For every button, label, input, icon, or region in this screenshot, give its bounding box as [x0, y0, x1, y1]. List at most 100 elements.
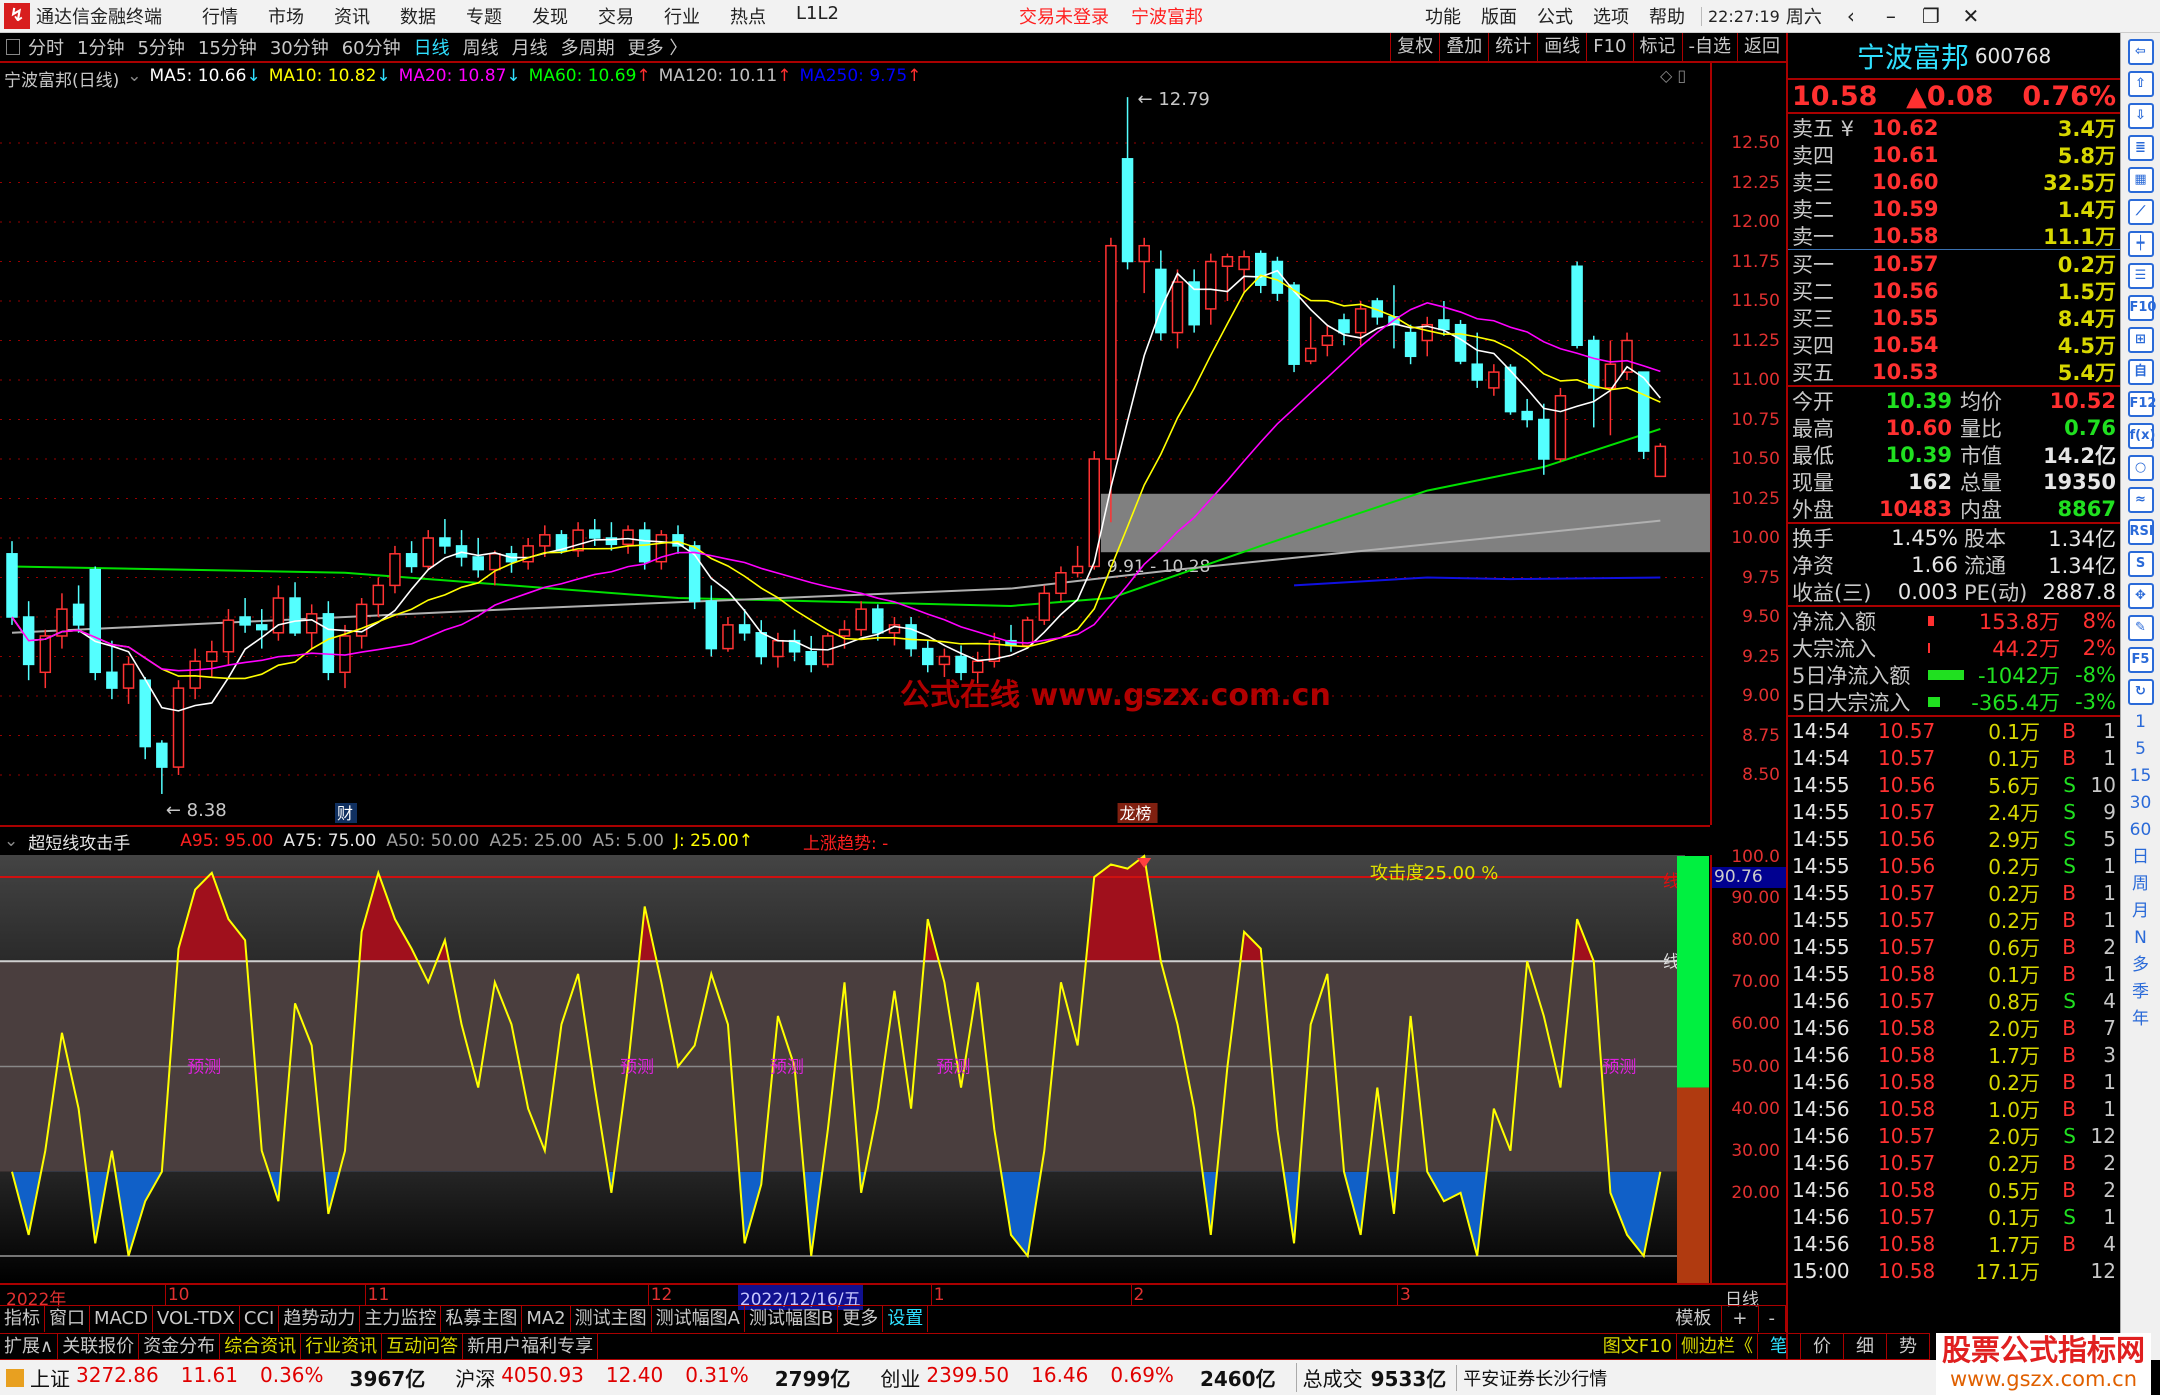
- period-tab-3[interactable]: 15分钟: [197, 38, 257, 59]
- indicator-tab[interactable]: VOL-TDX: [153, 1306, 240, 1332]
- period-tab-0[interactable]: 分时: [28, 38, 64, 59]
- move-icon[interactable]: ✥: [2127, 583, 2154, 609]
- right-menu-3[interactable]: 选项: [1592, 7, 1629, 28]
- --icon[interactable]: 自: [2127, 359, 2154, 385]
- indicator-tab[interactable]: 指标: [0, 1306, 45, 1332]
- action-button-1[interactable]: 叠加: [1439, 33, 1488, 61]
- sidebar-period[interactable]: 60: [2129, 820, 2152, 840]
- sidebar-period[interactable]: 月: [2132, 901, 2149, 921]
- indicator-tab[interactable]: 趋势动力: [279, 1306, 361, 1332]
- minimize-icon[interactable]: –: [1885, 4, 1896, 28]
- extension-tab[interactable]: 扩展∧: [0, 1334, 59, 1359]
- action-button-6[interactable]: -自选: [1681, 33, 1738, 61]
- close-icon[interactable]: ✕: [1962, 4, 1980, 28]
- sidebar-period[interactable]: N: [2134, 928, 2147, 948]
- right-menu-0[interactable]: 功能: [1424, 7, 1461, 28]
- rsi-icon[interactable]: RSI: [2127, 519, 2154, 545]
- restore-icon[interactable]: ❐: [1921, 4, 1940, 28]
- f5-icon[interactable]: F5: [2127, 647, 2154, 673]
- menu-3[interactable]: 数据: [400, 7, 436, 28]
- menu-1[interactable]: 市场: [268, 7, 304, 28]
- grid-icon[interactable]: ▦: [2127, 167, 2154, 193]
- indicator-tab[interactable]: 主力监控: [360, 1306, 442, 1332]
- extension-tab[interactable]: 关联报价: [58, 1334, 140, 1359]
- diamond-icon[interactable]: ◇ ▯: [1660, 66, 1687, 85]
- login-status[interactable]: 交易未登录: [1018, 7, 1109, 28]
- period-tab-10[interactable]: 更多 〉: [627, 38, 688, 59]
- sidebar-period[interactable]: 1: [2135, 712, 2146, 732]
- indicator-tab[interactable]: MA2: [522, 1306, 571, 1332]
- f10-icon[interactable]: F10: [2127, 295, 2156, 321]
- extension-tab[interactable]: 资金分布: [139, 1334, 221, 1359]
- sidebar-period[interactable]: 日: [2132, 847, 2149, 867]
- action-button-4[interactable]: F10: [1586, 33, 1632, 61]
- side-tab[interactable]: 图文F10: [1599, 1334, 1677, 1359]
- refresh-icon[interactable]: ↻: [2127, 679, 2154, 705]
- price-chart[interactable]: 9.91 - 10.28← 12.79← 8.38 财龙榜公式在线 www.gsz…: [0, 0, 1710, 825]
- menu-0[interactable]: 行情: [202, 7, 238, 28]
- tree-icon[interactable]: ⊞: [2127, 327, 2154, 353]
- candle-icon[interactable]: ┿: [2127, 231, 2154, 257]
- side-tab[interactable]: 侧边栏《: [1677, 1334, 1758, 1359]
- market-icon[interactable]: [6, 1368, 24, 1387]
- sidebar-period[interactable]: 周: [2132, 874, 2149, 894]
- s-icon[interactable]: S: [2127, 551, 2154, 577]
- side-tab[interactable]: 势: [1887, 1334, 1930, 1359]
- period-tab-6[interactable]: 日线: [413, 38, 450, 59]
- panel-toggle-icon[interactable]: [6, 39, 20, 55]
- action-button-7[interactable]: 返回: [1737, 33, 1786, 61]
- indicator-tab[interactable]: CCI: [240, 1306, 280, 1332]
- back-icon[interactable]: ‹: [1846, 4, 1855, 28]
- extension-tab[interactable]: 综合资讯: [220, 1334, 302, 1359]
- menu-5[interactable]: 发现: [532, 7, 568, 28]
- f12-icon[interactable]: F12: [2127, 391, 2156, 417]
- action-button-5[interactable]: 标记: [1632, 33, 1682, 61]
- action-button-0[interactable]: 复权: [1390, 33, 1439, 61]
- indicator-tab[interactable]: 窗口: [45, 1306, 90, 1332]
- period-tab-7[interactable]: 周线: [462, 38, 499, 59]
- collapse-icon[interactable]: ⌄: [127, 66, 142, 86]
- period-tab-1[interactable]: 1分钟: [77, 38, 125, 59]
- extension-tab[interactable]: 新用户福利专享: [463, 1334, 599, 1359]
- menu-9[interactable]: L1L2: [796, 3, 839, 24]
- template-tab[interactable]: -: [1759, 1306, 1786, 1332]
- indicator-tab[interactable]: 测试幅图B: [745, 1306, 839, 1332]
- list-icon[interactable]: ☰: [2127, 263, 2154, 289]
- wave-icon[interactable]: ≈: [2127, 487, 2154, 513]
- period-tab-4[interactable]: 30分钟: [269, 38, 329, 59]
- line-chart-icon[interactable]: ⟋: [2127, 199, 2154, 225]
- tick-list[interactable]: 14:54 10.57 0.1万 B 1 14:54 10.57 0.1万 B 1 14:55 10.…: [1788, 715, 2120, 1284]
- right-menu-4[interactable]: 帮助: [1648, 7, 1685, 28]
- side-tab[interactable]: 价: [1801, 1334, 1844, 1359]
- indicator-tab[interactable]: 测试主图: [571, 1306, 652, 1332]
- sidebar-period[interactable]: 15: [2129, 766, 2152, 786]
- action-button-3[interactable]: 画线: [1537, 33, 1586, 61]
- period-tab-8[interactable]: 月线: [511, 38, 548, 59]
- action-button-2[interactable]: 统计: [1488, 33, 1537, 61]
- pencil-icon[interactable]: ✎: [2127, 615, 2154, 641]
- indicator-tab[interactable]: 更多: [838, 1306, 884, 1332]
- event-marker-label[interactable]: 财: [337, 804, 353, 823]
- menu-8[interactable]: 热点: [730, 7, 766, 28]
- menu-6[interactable]: 交易: [598, 7, 634, 28]
- menu-2[interactable]: 资讯: [334, 7, 370, 28]
- template-tab[interactable]: 模板: [1665, 1306, 1723, 1332]
- indicator-tab[interactable]: MACD: [90, 1306, 153, 1332]
- sidebar-period[interactable]: 年: [2132, 1009, 2149, 1029]
- period-tab-9[interactable]: 多周期: [560, 38, 615, 59]
- circle-icon[interactable]: ○: [2127, 455, 2154, 481]
- arrow-down-icon[interactable]: ⇩: [2127, 103, 2154, 129]
- indicator-tab[interactable]: 私募主图: [441, 1306, 523, 1332]
- f-x--icon[interactable]: f(x): [2127, 423, 2155, 449]
- template-tab[interactable]: +: [1722, 1306, 1759, 1332]
- sidebar-period[interactable]: 5: [2135, 739, 2146, 759]
- period-tab-2[interactable]: 5分钟: [137, 38, 185, 59]
- period-tab-5[interactable]: 60分钟: [341, 38, 401, 59]
- extension-tab[interactable]: 行业资讯: [301, 1334, 383, 1359]
- event-marker-label[interactable]: 龙榜: [1120, 804, 1152, 823]
- indicator-name[interactable]: 超短线攻击手: [28, 833, 131, 854]
- side-tab[interactable]: 笔: [1758, 1334, 1801, 1359]
- menu-7[interactable]: 行业: [664, 7, 700, 28]
- right-menu-1[interactable]: 版面: [1480, 7, 1517, 28]
